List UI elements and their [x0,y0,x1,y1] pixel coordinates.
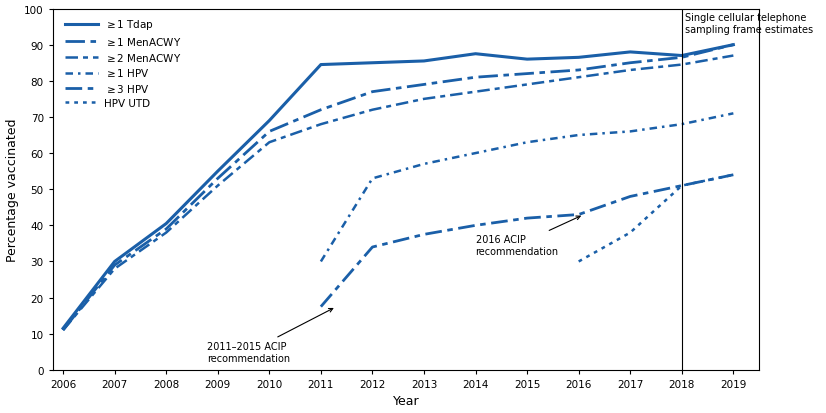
Y-axis label: Percentage vaccinated: Percentage vaccinated [6,118,18,261]
Text: Single cellular telephone
sampling frame estimates: Single cellular telephone sampling frame… [686,13,814,35]
X-axis label: Year: Year [392,394,420,408]
Text: 2016 ACIP
recommendation: 2016 ACIP recommendation [476,216,580,256]
Text: 2011–2015 ACIP
recommendation: 2011–2015 ACIP recommendation [207,309,333,363]
Legend: $\geq$1 Tdap, $\geq$1 MenACWY, $\geq$2 MenACWY, $\geq$1 HPV, $\geq$3 HPV, HPV UT: $\geq$1 Tdap, $\geq$1 MenACWY, $\geq$2 M… [65,18,181,108]
